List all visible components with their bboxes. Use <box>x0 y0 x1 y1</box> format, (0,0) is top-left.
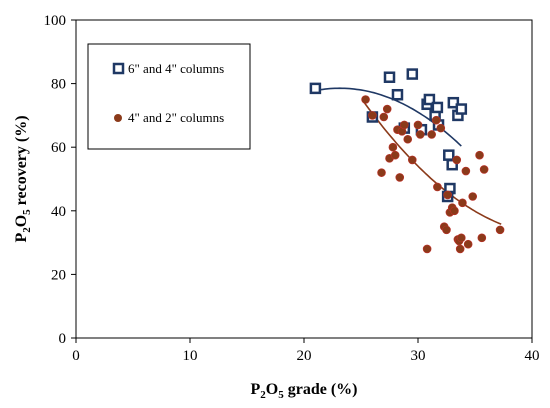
data-point-series-2 <box>427 130 436 139</box>
data-point-series-1 <box>309 82 322 95</box>
data-point-series-2 <box>458 198 467 208</box>
y-tick-label: 100 <box>44 13 67 29</box>
data-point-series-2 <box>400 120 409 130</box>
data-point-series-1 <box>391 88 404 101</box>
legend-label-series-2: 4" and 2" columns <box>128 110 224 125</box>
data-point-series-2 <box>395 173 405 182</box>
data-point-series-1 <box>431 101 444 114</box>
data-point-series-2 <box>368 111 377 120</box>
data-point-series-1 <box>406 68 419 80</box>
data-point-series-2 <box>452 155 462 165</box>
trendline-series-2 <box>363 102 502 225</box>
data-point-series-2 <box>455 244 465 254</box>
y-axis-title: P2O5 recovery (%) <box>13 115 33 242</box>
legend: 6" and 4" columns 4" and 2" columns <box>87 43 251 150</box>
data-point-series-2 <box>468 192 478 201</box>
data-point-series-2 <box>377 168 386 177</box>
data-point-series-1 <box>455 103 468 115</box>
data-point-series-2 <box>390 150 400 160</box>
data-point-series-2 <box>422 244 432 254</box>
data-point-series-2 <box>431 115 441 125</box>
data-point-series-2 <box>361 95 370 104</box>
data-point-series-2 <box>388 142 398 152</box>
data-point-series-1 <box>446 158 458 171</box>
data-point-series-2 <box>436 123 446 133</box>
data-point-series-1 <box>447 96 460 109</box>
legend-marker-series-2 <box>114 114 122 122</box>
data-point-series-2 <box>477 233 487 243</box>
x-tick-label: 10 <box>183 348 198 364</box>
data-points <box>309 68 505 254</box>
y-tick-label: 60 <box>51 140 66 156</box>
y-tick-label: 80 <box>51 77 66 93</box>
data-point-series-2 <box>415 130 425 139</box>
data-point-series-2 <box>382 104 392 114</box>
data-point-series-2 <box>495 225 505 235</box>
data-point-series-2 <box>413 120 423 130</box>
data-point-series-1 <box>443 149 455 161</box>
legend-box <box>87 43 251 150</box>
legend-label-series-1: 6" and 4" columns <box>128 61 224 76</box>
data-point-series-2 <box>433 182 442 192</box>
y-tick-label: 20 <box>51 267 66 283</box>
axis-ticks: 0 10 20 30 40 0 20 40 60 80 100 <box>44 13 540 364</box>
data-point-series-2 <box>457 233 466 243</box>
data-point-series-2 <box>403 134 413 144</box>
data-point-series-2 <box>463 239 473 249</box>
data-point-series-1 <box>383 71 396 83</box>
legend-marker-series-1 <box>112 62 125 75</box>
data-point-series-2 <box>407 155 417 165</box>
data-point-series-2 <box>475 150 484 160</box>
x-tick-label: 20 <box>297 348 312 364</box>
data-point-series-2 <box>479 165 489 174</box>
y-tick-label: 40 <box>51 204 66 220</box>
data-point-series-2 <box>450 206 459 216</box>
x-tick-label: 0 <box>72 348 80 364</box>
data-point-series-1 <box>423 93 436 106</box>
data-point-series-2 <box>379 112 389 122</box>
y-tick-label: 0 <box>59 331 67 347</box>
x-axis-title: P2O5 grade (%) <box>251 381 358 401</box>
data-point-series-2 <box>461 166 471 176</box>
data-point-series-2 <box>443 190 452 200</box>
data-point-series-2 <box>442 225 451 235</box>
x-tick-label: 30 <box>411 348 426 364</box>
x-tick-label: 40 <box>525 348 540 364</box>
